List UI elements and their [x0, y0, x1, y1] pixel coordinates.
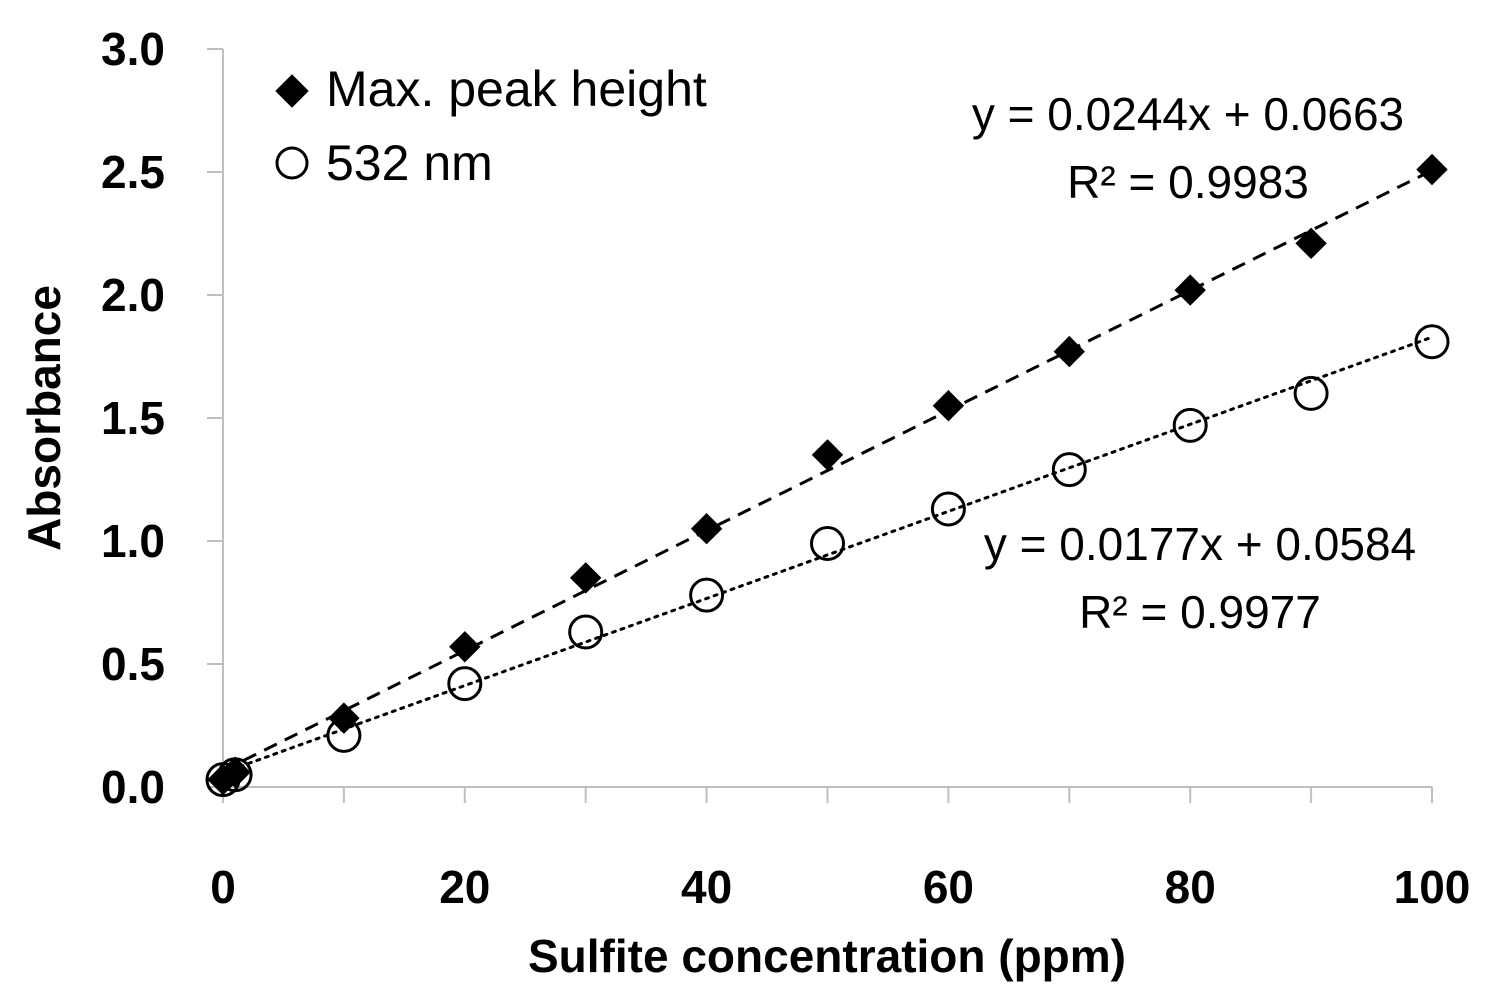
- r-squared-series-2: R² = 0.9977: [1079, 586, 1321, 638]
- data-point-series-1: [690, 512, 723, 545]
- x-tick-label: 20: [439, 861, 490, 913]
- data-point-series-1: [932, 389, 965, 422]
- chart-text: 0.0 0.5 1.0 1.5 2.0 2.5 3.0 0 20 40 60 80 100 Sulfite…: [18, 23, 1470, 982]
- data-point-series-1: [569, 562, 602, 594]
- data-point-series-2: [930, 491, 966, 527]
- equation-series-1: y = 0.0244x + 0.0663: [972, 88, 1404, 140]
- legend-label-series-1: Max. peak height: [326, 61, 707, 117]
- legend-label-series-2: 532 nm: [326, 135, 493, 191]
- data-points: [205, 153, 1450, 798]
- y-tick-label: 3.0: [101, 23, 165, 75]
- legend-marker-series-1: [275, 74, 309, 108]
- data-point-series-1: [1416, 153, 1448, 186]
- y-tick-label: 0.5: [101, 638, 165, 690]
- x-tick-label: 0: [210, 861, 236, 913]
- y-tick-label: 2.5: [101, 146, 165, 198]
- r-squared-series-1: R² = 0.9983: [1067, 156, 1309, 208]
- equation-series-2: y = 0.0177x + 0.0584: [984, 518, 1416, 570]
- data-point-series-2: [568, 614, 604, 650]
- data-point-series-1: [1295, 227, 1327, 260]
- y-tick-label: 1.0: [101, 515, 165, 567]
- y-tick-label: 0.0: [101, 761, 165, 813]
- x-tick-label: 60: [923, 861, 974, 913]
- x-tick-label: 80: [1165, 861, 1216, 913]
- data-point-series-2: [689, 577, 725, 613]
- data-point-series-1: [811, 439, 844, 471]
- data-point-series-2: [447, 666, 483, 702]
- y-tick-label: 2.0: [101, 269, 165, 321]
- data-point-series-1: [1053, 335, 1086, 368]
- data-point-series-2: [1051, 452, 1087, 488]
- trendline-series-2: [221, 335, 1434, 775]
- data-point-series-2: [217, 757, 253, 793]
- data-point-series-2: [1172, 407, 1208, 443]
- data-point-series-1: [1174, 274, 1206, 306]
- y-axis-title: Absorbance: [18, 285, 70, 551]
- data-point-series-2: [1414, 324, 1450, 360]
- data-point-series-2: [326, 717, 362, 753]
- legend-marker-series-2: [275, 146, 309, 180]
- data-point-series-2: [810, 525, 845, 561]
- data-point-series-1: [449, 631, 481, 663]
- trendlines: [221, 169, 1434, 775]
- x-tick-label: 100: [1394, 861, 1471, 913]
- axes: [207, 48, 1433, 803]
- y-tick-label: 1.5: [101, 392, 165, 444]
- data-point-series-2: [1293, 375, 1329, 411]
- x-tick-label: 40: [681, 861, 732, 913]
- x-axis-title: Sulfite concentration (ppm): [528, 930, 1126, 982]
